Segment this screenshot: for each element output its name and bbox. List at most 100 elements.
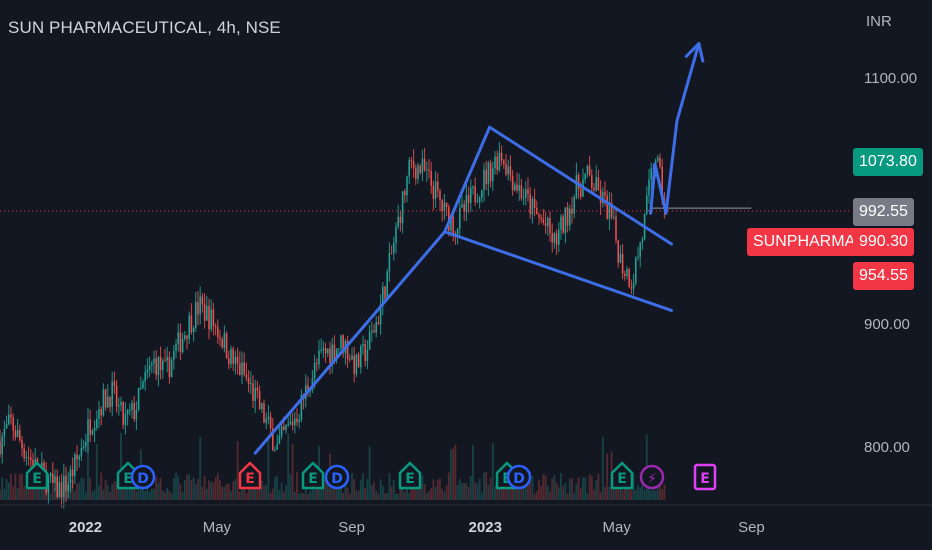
volume-bar (608, 486, 611, 500)
volume-bar (230, 491, 232, 500)
event-earnings-marker[interactable]: E (398, 461, 422, 490)
candle-body (329, 348, 331, 363)
event-earnings-marker[interactable]: E (238, 461, 262, 490)
event-markers[interactable]: EEDEEDEEDE⚡E (25, 461, 717, 491)
candle-body (371, 330, 373, 332)
candle-body (316, 363, 318, 365)
volume-bar (43, 488, 45, 500)
candle-body (569, 208, 571, 226)
candle-body (637, 257, 639, 259)
candle-body (65, 475, 67, 492)
volume-bar (208, 480, 210, 500)
volume-bar (535, 491, 538, 500)
candle-body (63, 475, 65, 497)
y-tick-label: 900.00 (864, 316, 910, 333)
candle-body (547, 217, 549, 226)
event-badge (610, 461, 634, 490)
event-badge (238, 461, 262, 490)
candle-body (252, 383, 254, 401)
candle-body (228, 358, 230, 365)
candle-body (558, 229, 560, 245)
candle-body (426, 169, 428, 171)
volume-bar (23, 485, 26, 500)
candle-body (485, 169, 487, 184)
event-dividend-marker[interactable]: D (506, 464, 532, 490)
event-earnings-marker[interactable]: E (610, 461, 634, 490)
event-label: E (700, 471, 710, 487)
volume-bar (146, 481, 149, 500)
candle-body (104, 389, 107, 408)
volume-bar (12, 486, 15, 500)
symbol-tag[interactable]: SUNPHARMA (747, 228, 862, 256)
volume-bar (648, 479, 650, 500)
volume-bar (447, 472, 450, 500)
candle-body (575, 174, 578, 198)
candle-body (27, 457, 30, 459)
volume-bar (177, 476, 180, 500)
candle-body (239, 363, 241, 376)
volume-bar (540, 485, 543, 500)
candle-body (591, 175, 593, 188)
candle-body (71, 469, 74, 477)
event-dividend-marker[interactable]: D (324, 464, 350, 490)
candle-body (514, 184, 516, 191)
event-dividend-marker[interactable]: D (130, 464, 156, 490)
volume-bar (630, 489, 633, 500)
candle-body (386, 271, 388, 299)
volume-bar (227, 483, 230, 500)
candle-body (494, 156, 496, 169)
candle-body (223, 333, 226, 348)
volume-bar (199, 437, 202, 500)
candle-body (467, 195, 470, 203)
volume-bar (10, 473, 12, 500)
candle-body (285, 425, 287, 431)
candle-body (351, 355, 353, 360)
candle-body (298, 419, 300, 423)
volume-bar (29, 485, 32, 500)
volume-bar (661, 489, 664, 500)
volume-bar (179, 484, 182, 500)
event-label: E (245, 471, 255, 487)
candle-body (366, 349, 369, 362)
candle-body (173, 350, 175, 360)
event-badge (398, 461, 422, 490)
event-earnings-marker[interactable]: E (693, 463, 717, 491)
candle-body (555, 233, 558, 245)
candle-body (430, 170, 432, 186)
candle-body (219, 337, 221, 340)
candle-body (142, 381, 144, 388)
volume-bar (373, 481, 375, 500)
candle-body (60, 482, 63, 497)
volume-bar (555, 482, 558, 500)
event-earnings-marker[interactable]: E (25, 461, 49, 490)
candle-body (423, 158, 426, 171)
candle-body (157, 357, 160, 375)
volume-bar (381, 485, 384, 500)
candle-body (89, 419, 91, 435)
event-earnings-marker[interactable]: E (301, 461, 325, 490)
trend-drawings[interactable] (253, 42, 705, 455)
candle-body (318, 350, 320, 365)
candle-body (388, 253, 391, 272)
candle-body (91, 430, 94, 435)
candle-body (21, 440, 23, 449)
candle-body (456, 228, 459, 235)
volume-bar (650, 490, 653, 500)
volume-bar (478, 478, 481, 500)
volume-bar (480, 492, 483, 500)
candle-body (408, 160, 410, 177)
volume-bar (300, 492, 303, 500)
volume-bar (443, 491, 446, 500)
time-axis[interactable]: 2022 May Sep 2023 May Sep (69, 519, 765, 536)
x-tick-label: Sep (738, 519, 765, 536)
volume-bar (135, 491, 138, 500)
event-split-marker[interactable]: ⚡ (639, 464, 665, 490)
volume-bar (351, 473, 353, 500)
symbol-title[interactable]: SUN PHARMACEUTICAL, 4h, NSE (8, 18, 281, 37)
volume-bar (291, 443, 294, 500)
volume-bar (324, 477, 327, 500)
candle-body (197, 301, 199, 315)
volume-bar (7, 482, 10, 500)
